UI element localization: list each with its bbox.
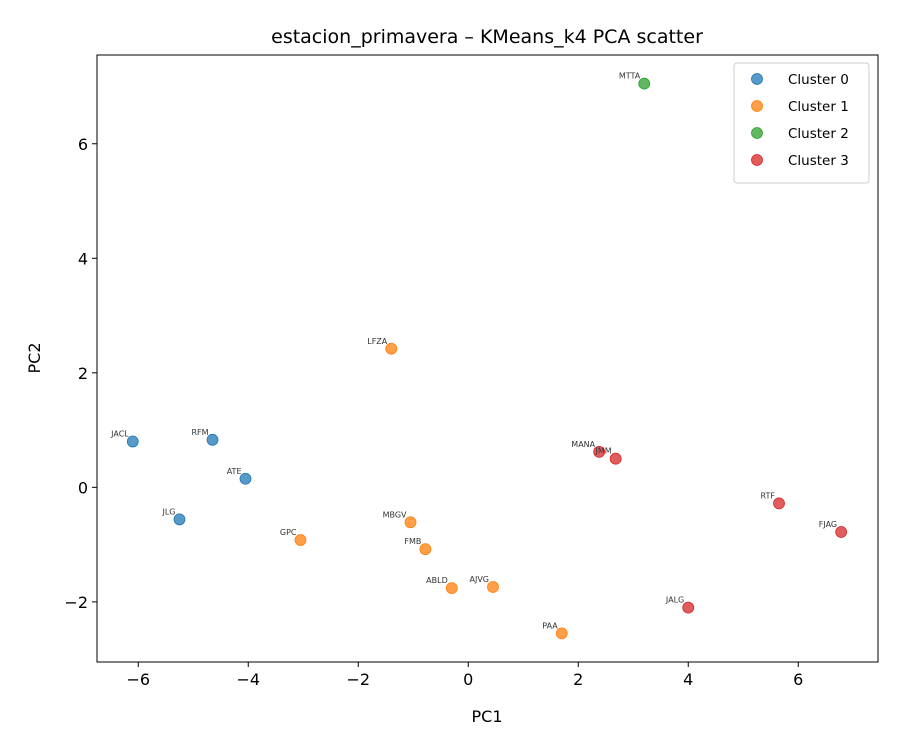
y-tick-label: 2 bbox=[78, 364, 88, 383]
scatter-point bbox=[173, 513, 186, 526]
scatter-point bbox=[593, 445, 606, 458]
point-label: JALG bbox=[665, 596, 684, 605]
y-tick-label: 6 bbox=[78, 135, 88, 154]
legend: Cluster 0 Cluster 1 Cluster 2 Cluster 3 bbox=[733, 62, 870, 184]
x-tick-label: 4 bbox=[683, 670, 693, 689]
legend-label: Cluster 3 bbox=[788, 153, 849, 169]
x-tick-label: 0 bbox=[463, 670, 473, 689]
point-label: MTTA bbox=[619, 72, 641, 81]
legend-marker bbox=[751, 154, 763, 166]
point-label: PAA bbox=[542, 621, 558, 630]
legend-label: Cluster 0 bbox=[788, 72, 849, 88]
point-label: JLG bbox=[161, 507, 175, 516]
scatter-point bbox=[294, 534, 307, 546]
scatter-point bbox=[126, 435, 139, 448]
point-label: FMB bbox=[404, 537, 421, 546]
legend-marker bbox=[751, 73, 763, 85]
scatter-point bbox=[239, 472, 252, 485]
x-tick-label: −2 bbox=[346, 670, 370, 689]
scatter-point bbox=[682, 601, 695, 614]
point-label: LFZA bbox=[367, 337, 388, 346]
point-label: RFM bbox=[191, 428, 208, 437]
x-tick-label: −6 bbox=[126, 670, 150, 689]
scatter-point bbox=[555, 627, 568, 640]
scatter-point bbox=[385, 342, 398, 355]
legend-marker bbox=[751, 100, 763, 112]
y-axis-ticks: −2 0 2 4 6 bbox=[64, 135, 97, 612]
y-axis-label: PC2 bbox=[25, 343, 44, 374]
scatter-point bbox=[206, 433, 219, 446]
legend-label: Cluster 2 bbox=[788, 126, 849, 142]
scatter-point bbox=[445, 582, 458, 595]
point-label: JMM bbox=[594, 447, 611, 456]
scatter-point bbox=[609, 452, 622, 465]
point-label: ABLD bbox=[426, 576, 448, 585]
legend-marker bbox=[751, 127, 763, 139]
points-layer bbox=[126, 77, 848, 640]
chart-title: estacion_primavera – KMeans_k4 PCA scatt… bbox=[271, 26, 703, 48]
y-tick-label: −2 bbox=[64, 593, 88, 612]
legend-label: Cluster 1 bbox=[788, 99, 849, 115]
point-label: AJVG bbox=[469, 575, 489, 584]
x-tick-label: 6 bbox=[793, 670, 803, 689]
y-tick-label: 0 bbox=[78, 478, 88, 497]
scatter-point bbox=[487, 581, 499, 593]
point-label: GPC bbox=[280, 528, 297, 537]
scatter-point bbox=[638, 77, 651, 90]
point-label: JACL bbox=[110, 430, 129, 439]
scatter-point bbox=[404, 516, 417, 529]
y-tick-label: 4 bbox=[78, 249, 88, 268]
plot-frame bbox=[96, 54, 879, 663]
point-label: RTF bbox=[761, 491, 776, 500]
scatter-point bbox=[773, 497, 785, 510]
point-label: MANA bbox=[571, 440, 595, 449]
x-tick-label: 2 bbox=[573, 670, 583, 689]
point-labels-layer: JACL RFM ATE JLG LFZA GPC MBGV FMB ABLD AJVG PAA MT… bbox=[110, 72, 837, 631]
x-axis-ticks: −6 −4 −2 0 2 4 6 bbox=[126, 662, 803, 689]
x-axis-label: PC1 bbox=[472, 707, 503, 726]
point-label: ATE bbox=[227, 467, 242, 476]
scatter-point bbox=[419, 543, 432, 556]
point-label: MBGV bbox=[383, 510, 407, 519]
legend-frame bbox=[733, 62, 870, 184]
point-label: FJAG bbox=[819, 520, 837, 529]
scatter-point bbox=[835, 526, 848, 538]
x-tick-label: −4 bbox=[236, 670, 260, 689]
